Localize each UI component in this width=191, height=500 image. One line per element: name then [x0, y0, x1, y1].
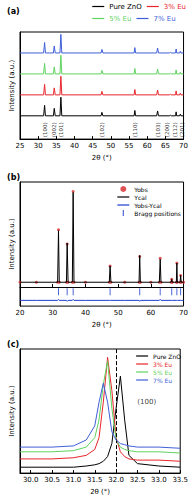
svg-text:(c): (c) — [7, 340, 19, 349]
svg-text:7% Eu: 7% Eu — [153, 15, 175, 23]
svg-text:(103): (103) — [155, 122, 161, 137]
svg-text:Yobs: Yobs — [133, 186, 147, 193]
svg-text:70: 70 — [179, 309, 188, 317]
svg-text:(101): (101) — [58, 122, 64, 137]
svg-text:31.5: 31.5 — [87, 476, 103, 484]
svg-text:30.5: 30.5 — [44, 476, 60, 484]
svg-text:Pure ZnO: Pure ZnO — [109, 3, 142, 11]
svg-text:(112): (112) — [172, 122, 178, 137]
svg-text:(201): (201) — [179, 122, 185, 137]
svg-text:2θ (°): 2θ (°) — [92, 154, 112, 162]
svg-text:Pure ZnO: Pure ZnO — [153, 353, 181, 360]
svg-text:60: 60 — [146, 309, 155, 317]
svg-text:65: 65 — [161, 142, 170, 150]
svg-text:(a): (a) — [7, 7, 20, 16]
svg-text:33.5: 33.5 — [172, 476, 188, 484]
svg-text:3% Eu: 3% Eu — [153, 361, 172, 368]
svg-text:35: 35 — [52, 142, 61, 150]
svg-text:5% Eu: 5% Eu — [109, 15, 131, 23]
svg-text:55: 55 — [125, 142, 134, 150]
svg-text:45: 45 — [88, 142, 97, 150]
svg-text:2θ (°): 2θ (°) — [90, 488, 110, 496]
svg-text:(200): (200) — [164, 122, 170, 137]
svg-text:(002): (002) — [51, 122, 57, 137]
svg-text:Yobs-Ycal: Yobs-Ycal — [133, 202, 162, 209]
svg-text:31.0: 31.0 — [66, 476, 82, 484]
svg-text:(100): (100) — [137, 398, 156, 406]
svg-text:20: 20 — [16, 309, 25, 317]
svg-text:Intensity (a.u.): Intensity (a.u.) — [8, 385, 16, 437]
svg-text:(110): (110) — [132, 122, 138, 137]
svg-text:Intensity (a.u.): Intensity (a.u.) — [8, 60, 16, 112]
svg-text:60: 60 — [143, 142, 152, 150]
svg-text:(b): (b) — [7, 173, 20, 182]
svg-text:5% Eu: 5% Eu — [153, 369, 172, 376]
svg-text:32.0: 32.0 — [108, 476, 124, 484]
svg-text:Ycal: Ycal — [133, 194, 147, 201]
svg-text:33.0: 33.0 — [151, 476, 167, 484]
svg-text:50: 50 — [114, 309, 123, 317]
svg-text:30: 30 — [48, 309, 57, 317]
svg-text:25: 25 — [16, 142, 25, 150]
svg-text:2θ (°): 2θ (°) — [92, 321, 112, 329]
svg-text:30.0: 30.0 — [23, 476, 39, 484]
svg-text:50: 50 — [106, 142, 115, 150]
svg-text:Intensity (a.u.): Intensity (a.u.) — [8, 218, 16, 270]
svg-text:32.5: 32.5 — [130, 476, 146, 484]
svg-text:(102): (102) — [99, 122, 105, 137]
svg-text:Bragg positions: Bragg positions — [134, 210, 181, 218]
svg-text:70: 70 — [179, 142, 188, 150]
svg-text:7% Eu: 7% Eu — [153, 377, 172, 384]
svg-text:30: 30 — [34, 142, 43, 150]
svg-text:40: 40 — [81, 309, 90, 317]
svg-text:40: 40 — [70, 142, 79, 150]
svg-text:(100): (100) — [42, 122, 48, 137]
svg-text:3% Eu: 3% Eu — [164, 3, 186, 11]
